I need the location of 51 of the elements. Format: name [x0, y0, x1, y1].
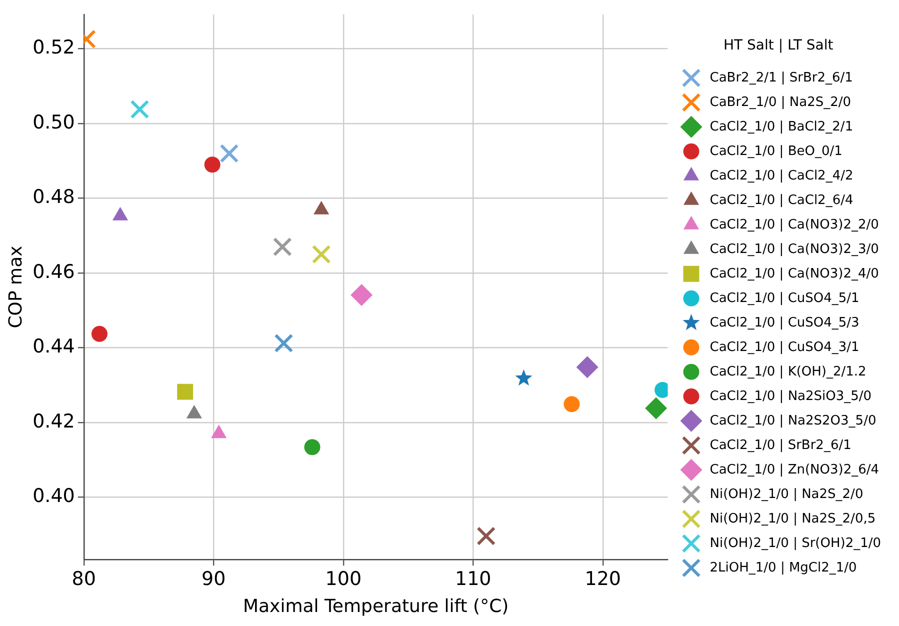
x-tick-label: 110 — [455, 568, 492, 590]
point — [312, 244, 331, 264]
legend-label: CaCl2_1/0 | CuSO4_3/1 — [710, 340, 860, 355]
y-axis-title: COP max — [5, 245, 26, 328]
legend-label: Ni(OH)2_1/0 | Na2S_2/0 — [710, 486, 864, 502]
legend-label: CaBr2_1/0 | Na2S_2/0 — [710, 94, 852, 110]
point — [274, 334, 294, 353]
x-tick-label: 90 — [202, 568, 226, 590]
point — [645, 397, 668, 420]
y-tick-label: 0.52 — [32, 36, 75, 59]
y-tick-label: 0.50 — [32, 111, 75, 134]
point — [476, 526, 496, 546]
x-tick-label: 80 — [72, 568, 96, 590]
legend-label: CaCl2_1/0 | CaCl2_4/2 — [710, 168, 854, 184]
legend-label: CaCl2_1/0 | Zn(NO3)2_6/4 — [710, 462, 880, 478]
legend-label: CaBr2_2/1 | SrBr2_6/1 — [710, 70, 853, 86]
legend-title: HT Salt | LT Salt — [724, 38, 834, 54]
legend-label: CaCl2_1/0 | SrBr2_6/1 — [710, 438, 852, 453]
point — [304, 439, 320, 456]
point — [576, 356, 598, 378]
legend-label: CaCl2_1/0 | Ca(NO3)2_4/0 — [710, 266, 879, 282]
legend-label: CaCl2_1/0 | CuSO4_5/1 — [710, 290, 860, 306]
point — [350, 284, 373, 306]
point — [204, 156, 220, 173]
legend-label: CaCl2_1/0 | BeO_0/1 — [710, 144, 842, 159]
point — [220, 144, 239, 163]
legend-label: CaCl2_1/0 | CuSO4_5/3 — [710, 315, 860, 330]
legend-label: CaCl2_1/0 | K(OH)_2/1.2 — [710, 364, 866, 380]
legend-label: CaCl2_1/0 | Ca(NO3)2_3/0 — [710, 242, 879, 257]
legend-label: CaCl2_1/0 | Ca(NO3)2_2/0 — [710, 217, 879, 232]
point — [91, 326, 108, 342]
x-axis-title: Maximal Temperature lift (°C) — [242, 596, 509, 617]
legend-label: 2LiOH_1/0 | MgCl2_1/0 — [710, 560, 857, 576]
legend-label: CaCl2_1/0 | Na2S2O3_5/0 — [710, 413, 876, 428]
legend-label: CaCl2_1/0 | Na2SiO3_5/0 — [710, 388, 872, 404]
y-tick-label: 0.40 — [32, 485, 75, 508]
legend-label: Ni(OH)2_1/0 | Sr(OH)2_1/0 — [710, 536, 882, 551]
point — [515, 369, 532, 386]
legend-label: CaCl2_1/0 | CaCl2_6/4 — [710, 192, 854, 208]
legend-label: CaCl2_1/0 | BaCl2_2/1 — [710, 119, 854, 134]
point — [272, 237, 292, 256]
y-tick-label: 0.46 — [32, 260, 75, 283]
x-tick-label: 120 — [584, 568, 622, 590]
y-tick-label: 0.48 — [32, 186, 75, 208]
point — [177, 384, 194, 400]
y-tick-label: 0.42 — [32, 410, 75, 432]
point — [130, 100, 150, 119]
legend-label: Ni(OH)2_1/0 | Na2S_2/0,5 — [710, 511, 876, 526]
point — [564, 396, 580, 412]
x-tick-label: 100 — [325, 568, 362, 590]
y-tick-label: 0.44 — [32, 336, 75, 358]
